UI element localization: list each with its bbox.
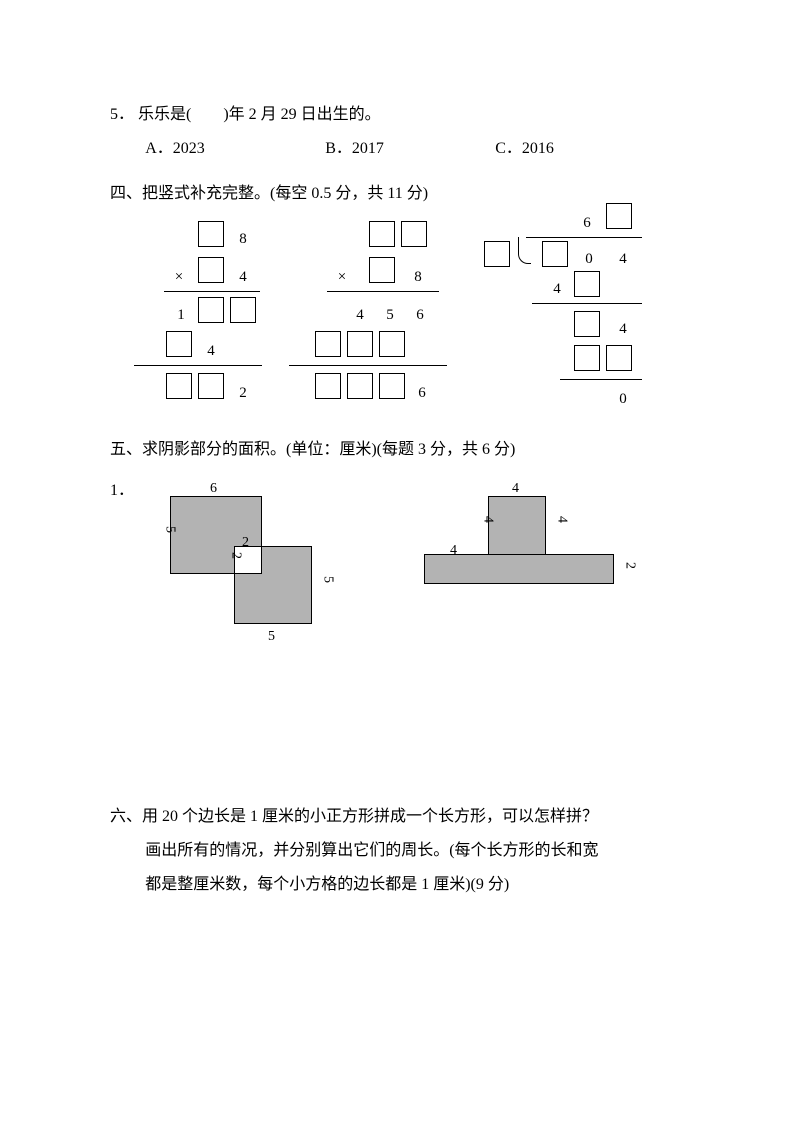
blank-box[interactable] [315,331,341,357]
blank-box[interactable] [347,373,373,399]
blank-box[interactable] [198,373,224,399]
q5-opt-b: B．2017 [325,134,495,164]
rule-line [327,291,439,292]
page: 5． 乐乐是( )年 2 月 29 日出生的。 A．2023 B．2017 C．… [0,0,793,1122]
dim-label: 5 [314,576,341,583]
digit: 4 [616,315,630,344]
dim-label: 4 [450,538,457,565]
digit: 1 [174,301,188,330]
q5-opt-c: C．2016 [495,134,615,164]
s6: 六、用 20 个边长是 1 厘米的小正方形拼成一个长方形，可以怎样拼？ 画出所有… [110,802,683,901]
vert-prob-1: 8 × 4 1 4 2 [120,219,275,419]
blank-box[interactable] [542,241,568,267]
dim-label: 4 [512,476,519,503]
digit: 5 [383,301,397,330]
fig-1: 6 5 2 2 5 5 [134,482,334,652]
blank-box[interactable] [166,331,192,357]
digit: 4 [550,275,564,304]
blank-box[interactable] [369,221,395,247]
vertical-problems: 8 × 4 1 4 2 × 8 4 5 6 [120,219,683,429]
digit: 4 [236,263,250,292]
s6-line3: 都是整厘米数，每个小方格的边长都是 1 厘米)(9 分) [145,870,683,900]
blank-box[interactable] [198,221,224,247]
digit: 8 [236,225,250,254]
fig-2: 4 4 4 4 2 [404,482,634,622]
q5-text: 乐乐是( )年 2 月 29 日出生的。 [138,106,381,123]
area-figures: 6 5 2 2 5 5 4 4 4 4 2 [134,482,634,652]
dim-label: 5 [268,624,275,651]
dim-label: 2 [616,562,643,569]
digit: 4 [616,245,630,274]
q5-number: 5． [110,106,134,123]
rule-line [532,303,642,304]
blank-box[interactable] [574,345,600,371]
digit: 6 [580,209,594,238]
mult-sign: × [335,263,349,292]
blank-box[interactable] [379,331,405,357]
div-curve [518,237,531,264]
div-vinculum [526,237,642,238]
s4-title: 四、把竖式补充完整。(每空 0.5 分，共 11 分) [110,179,683,209]
dim-label: 6 [210,476,217,503]
digit: 4 [353,301,367,330]
digit: 2 [236,379,250,408]
dim-label: 4 [548,516,575,523]
dim-label: 5 [156,526,183,533]
blank-box[interactable] [606,345,632,371]
dash-line [488,554,546,555]
q5-line: 5． 乐乐是( )年 2 月 29 日出生的。 [110,100,683,130]
blank-box[interactable] [574,311,600,337]
digit: 0 [582,245,596,274]
blank-box[interactable] [198,257,224,283]
blank-box[interactable] [574,271,600,297]
blank-box[interactable] [401,221,427,247]
digit: 4 [204,337,218,366]
dim-label: 4 [474,516,501,523]
digit: 6 [415,379,429,408]
s5-title: 五、求阴影部分的面积。(单位：厘米)(每题 3 分，共 6 分) [110,435,683,465]
blank-box[interactable] [606,203,632,229]
rule-line [164,291,260,292]
digit: 0 [616,385,630,414]
blank-box[interactable] [198,297,224,323]
q5-opt-a: A．2023 [145,134,325,164]
rule-line [560,379,642,380]
dim-label: 2 [222,552,249,559]
s6-line1: 六、用 20 个边长是 1 厘米的小正方形拼成一个长方形，可以怎样拼？ [110,802,683,832]
rule-line [134,365,262,366]
blank-box[interactable] [484,241,510,267]
vert-prob-2: × 8 4 5 6 6 [285,219,460,419]
blank-box[interactable] [379,373,405,399]
blank-box[interactable] [230,297,256,323]
blank-box[interactable] [347,331,373,357]
t-top [488,496,546,554]
blank-box[interactable] [166,373,192,399]
blank-box[interactable] [315,373,341,399]
rule-line [289,365,447,366]
digit: 8 [411,263,425,292]
mult-sign: × [172,263,186,292]
blank-box[interactable] [369,257,395,283]
q5-options: A．2023 B．2017 C．2016 [110,134,683,164]
digit: 6 [413,301,427,330]
s5-q1-label: 1． [110,476,134,506]
vert-prob-3: 6 0 4 4 4 0 [470,219,660,429]
s6-line2: 画出所有的情况，并分别算出它们的周长。(每个长方形的长和宽 [145,836,683,866]
